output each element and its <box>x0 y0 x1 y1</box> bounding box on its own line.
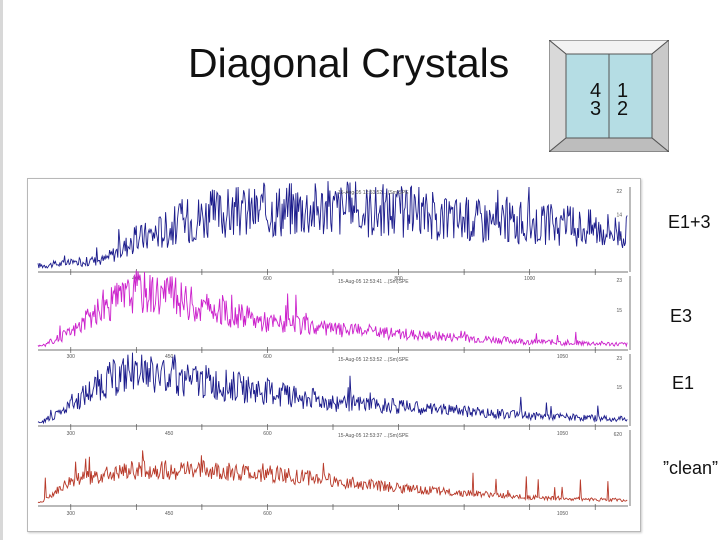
slide-left-edge <box>0 0 3 540</box>
crystal-bevel-right <box>651 40 669 152</box>
crystal-diagram <box>549 40 669 152</box>
label-e3: E3 <box>670 306 693 326</box>
slide-title: Diagonal Crystals <box>188 40 510 86</box>
panel-1-y-tick-label-0: 23 <box>616 278 622 284</box>
panel-0-y-tick-label-2: 7 <box>619 236 622 242</box>
panel-3-x-tick-label-0: 300 <box>67 511 76 517</box>
panel-3-x-tick-label-1: 450 <box>165 511 174 517</box>
panel-3-x-tick-label-3: 1050 <box>557 511 568 517</box>
panel-3-x-tick-label-2: 600 <box>263 511 272 517</box>
panel-1-x-tick-label-3: 1050 <box>557 354 568 360</box>
panel-1-x-tick-label-1: 450 <box>165 354 174 360</box>
spectrum-line-3 <box>37 450 628 504</box>
panel-2-stamp: 15-Aug-05 12:53:52 ...(Sm)SPE <box>338 357 409 363</box>
label-e1-3: E1+3 <box>668 212 711 232</box>
crystal-bevel-top <box>549 40 669 55</box>
panel-0-y-tick-label-1: 14 <box>616 213 622 219</box>
panel-2-x-tick-label-0: 300 <box>67 431 76 437</box>
crystal-label-2: 2 <box>617 98 629 120</box>
panel-0-y-tick-label-0: 22 <box>616 189 622 195</box>
panel-2-x-tick-label-2: 600 <box>263 431 272 437</box>
panel-0-x-tick-label-2: 800 <box>394 276 403 282</box>
panel-0-stamp: 15-Aug-05 12:53:52 ...(Sm)SPE <box>338 190 409 196</box>
panel-2-x-tick-label-1: 450 <box>165 431 174 437</box>
crystal-label-1: 1 <box>617 80 629 102</box>
panel-0-x-tick-label-1: 600 <box>263 276 272 282</box>
spectrum-line-0 <box>37 181 628 269</box>
panel-1-stamp: 15-Aug-05 12:53:41 ...(Sm)SPE <box>338 279 409 285</box>
crystal-bevel-left <box>549 40 567 152</box>
panel-2-x-tick-label-3: 1050 <box>557 431 568 437</box>
panel-2-y-tick-label-0: 23 <box>616 356 622 362</box>
panel-3-stamp: 15-Aug-05 12:53:37 ...(Sm)SPE <box>338 433 409 439</box>
crystal-label-4: 4 <box>590 80 602 102</box>
spectra-plot-frame: 15-Aug-05 12:53:52 ...(Sm)SPE 400 600 800 10… <box>27 178 641 532</box>
panel-1-y-tick-label-1: 15 <box>616 308 622 314</box>
spectrum-line-2 <box>37 352 628 425</box>
spectrum-line-1 <box>37 270 628 348</box>
crystal-label-3: 3 <box>590 98 602 120</box>
label-e1: E1 <box>672 373 695 393</box>
panel-1-x-tick-label-2: 600 <box>263 354 272 360</box>
label-clean: ”clean” <box>663 458 719 478</box>
panel-3-y-tick-label-0: 620 <box>614 432 623 438</box>
panel-0-x-tick-label-3: 1000 <box>524 276 535 282</box>
panel-1-x-tick-label-0: 300 <box>67 354 76 360</box>
panel-2-y-tick-label-1: 15 <box>616 385 622 391</box>
crystal-bevel-bottom <box>549 137 669 152</box>
